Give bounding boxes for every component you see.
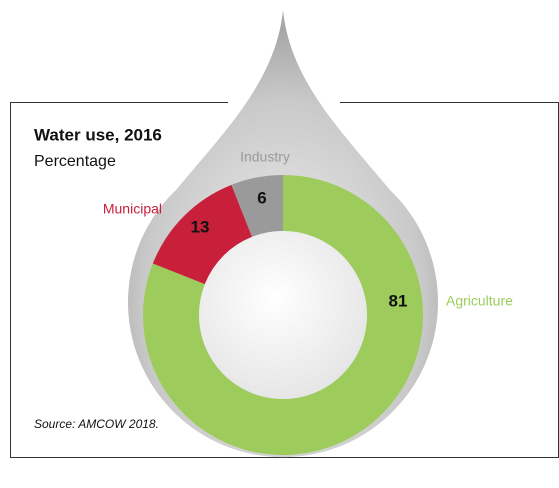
source: Source: AMCOW 2018.	[34, 417, 159, 431]
value-label: 81	[389, 291, 408, 310]
value-label: 6	[257, 188, 266, 207]
donut-slice	[231, 175, 283, 237]
chart-subtitle: Percentage	[34, 153, 116, 170]
category-label: Agriculture	[446, 293, 513, 309]
category-label: Industry	[240, 149, 290, 165]
donut-hole	[199, 231, 367, 399]
donut-slice	[142, 175, 423, 455]
chart-title: Water use, 2016	[34, 125, 162, 144]
donut-slice	[152, 184, 253, 285]
category-label: Municipal	[103, 201, 162, 217]
value-label: 13	[191, 217, 210, 236]
donut	[142, 175, 423, 455]
